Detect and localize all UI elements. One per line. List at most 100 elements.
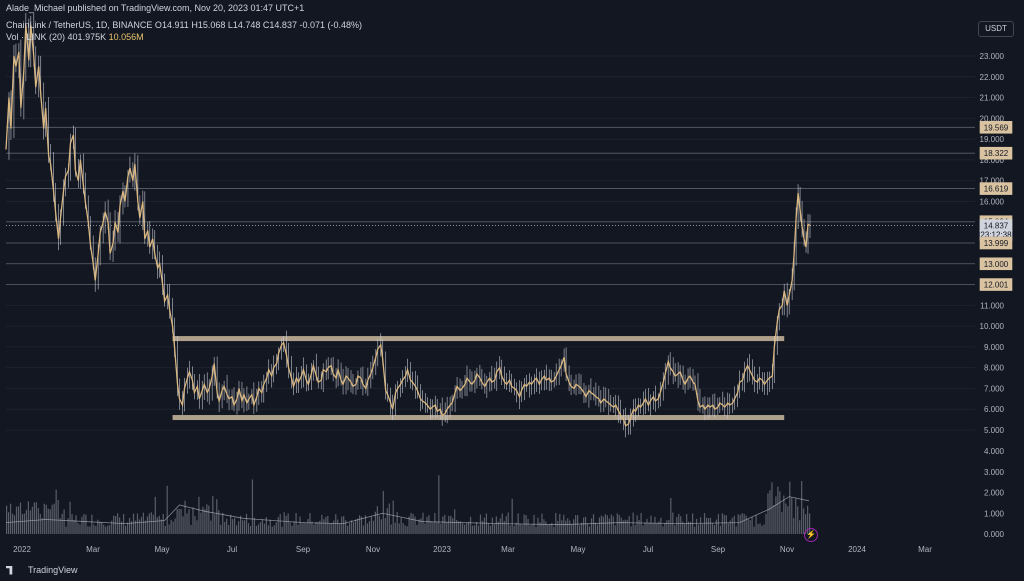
tradingview-logo-icon [6, 565, 13, 575]
volume-bar [612, 516, 614, 534]
price-line [5, 24, 811, 427]
volume-bar [519, 523, 521, 534]
volume-bar [525, 515, 527, 534]
volume-bar [370, 516, 373, 534]
volume-bar [382, 490, 384, 534]
publish-info: Alade_Michael published on TradingView.c… [6, 3, 305, 13]
volume-bar [537, 517, 539, 534]
volume-bar [725, 515, 727, 534]
volume-bar [727, 523, 729, 534]
volume-bar [349, 522, 351, 534]
volume-bar [285, 515, 287, 534]
volume-bar [65, 526, 67, 534]
volume-bar [257, 524, 260, 534]
volume-bar [719, 525, 721, 534]
time-tick: Sep [296, 545, 311, 554]
volume-bar [23, 513, 26, 534]
volume-bar [410, 512, 412, 534]
currency-button[interactable]: USDT [978, 21, 1014, 37]
volume-bar [21, 513, 24, 534]
volume-bar [694, 526, 696, 534]
volume-bar [345, 520, 347, 534]
volume-bar [47, 508, 49, 534]
volume-bar [436, 522, 438, 534]
volume-bar [408, 516, 410, 534]
volume-bar [168, 524, 170, 534]
volume-bar [122, 513, 125, 534]
volume-bar [261, 519, 263, 534]
volume-bar [241, 520, 244, 534]
volume-bar [779, 491, 781, 534]
volume-bar [493, 523, 495, 534]
volume-bar [307, 519, 309, 534]
volume-bar [715, 519, 718, 534]
volume-bar [652, 523, 654, 534]
tradingview-logo[interactable]: TradingView [6, 565, 78, 575]
volume-bar [628, 516, 630, 534]
volume-bar [390, 524, 392, 534]
volume-bar [559, 514, 561, 534]
volume-bar [323, 519, 325, 534]
volume-bar [81, 516, 83, 534]
volume-bar [406, 526, 408, 534]
volume-bar [499, 518, 501, 534]
volume-bar [404, 525, 406, 534]
volume-bar [434, 512, 436, 534]
volume-bar [208, 505, 210, 534]
volume-bar [753, 526, 755, 534]
volume-bar [783, 495, 785, 534]
volume-bar [83, 514, 85, 534]
volume-bar [194, 515, 196, 534]
volume-bar [13, 515, 16, 534]
volume-bar [529, 525, 531, 534]
symbol-name[interactable]: ChainLink / TetherUS, 1D, BINANCE [6, 20, 153, 30]
volume-bar [311, 521, 313, 534]
volume-bar [196, 520, 198, 534]
volume-bar [418, 519, 420, 534]
volume-bar [198, 496, 200, 534]
volume-bar [339, 523, 341, 534]
volume-bar [105, 526, 107, 534]
volume-bar [618, 514, 620, 534]
volume-bar [454, 509, 456, 534]
price-tick: 9.000 [984, 343, 1005, 352]
volume-bar [588, 526, 591, 534]
volume-tick: 0.000 [984, 530, 1005, 539]
volume-bar [113, 515, 115, 534]
volume-bar [202, 506, 204, 534]
volume-bar [234, 517, 236, 534]
volume-bar [749, 520, 751, 534]
volume-bar [53, 503, 55, 534]
volume-bar [424, 523, 426, 534]
volume-bar [271, 526, 273, 534]
volume-bar [237, 521, 240, 534]
volume-bar [442, 516, 444, 534]
price-label-text: 16.619 [984, 185, 1009, 194]
volume-bar [426, 516, 428, 534]
ohlc-row: ChainLink / TetherUS, 1D, BINANCE O14.91… [6, 20, 362, 30]
volume-label[interactable]: Vol · LINK (20) [6, 32, 66, 42]
volume-bar [626, 519, 628, 534]
volume-bar [565, 520, 567, 534]
volume-bar [305, 523, 307, 534]
footer [0, 561, 1024, 581]
volume-bar [604, 514, 606, 534]
volume-bar [25, 509, 28, 534]
range-top-rail [172, 336, 785, 342]
price-tick: 18.000 [980, 156, 1005, 165]
volume-bar [545, 521, 547, 534]
volume-bar [273, 525, 275, 534]
price-tick: 17.000 [980, 177, 1005, 186]
lightning-icon[interactable]: ⚡ [804, 528, 818, 542]
volume-tick: 2.000 [984, 489, 1005, 498]
volume-bar [368, 521, 371, 534]
volume-bar [75, 515, 77, 534]
volume-bar [622, 520, 624, 534]
volume-bar [97, 519, 99, 534]
volume-bar [41, 517, 43, 534]
volume-bar [37, 507, 39, 534]
volume-bar [146, 516, 148, 534]
volume-bar [95, 525, 97, 534]
